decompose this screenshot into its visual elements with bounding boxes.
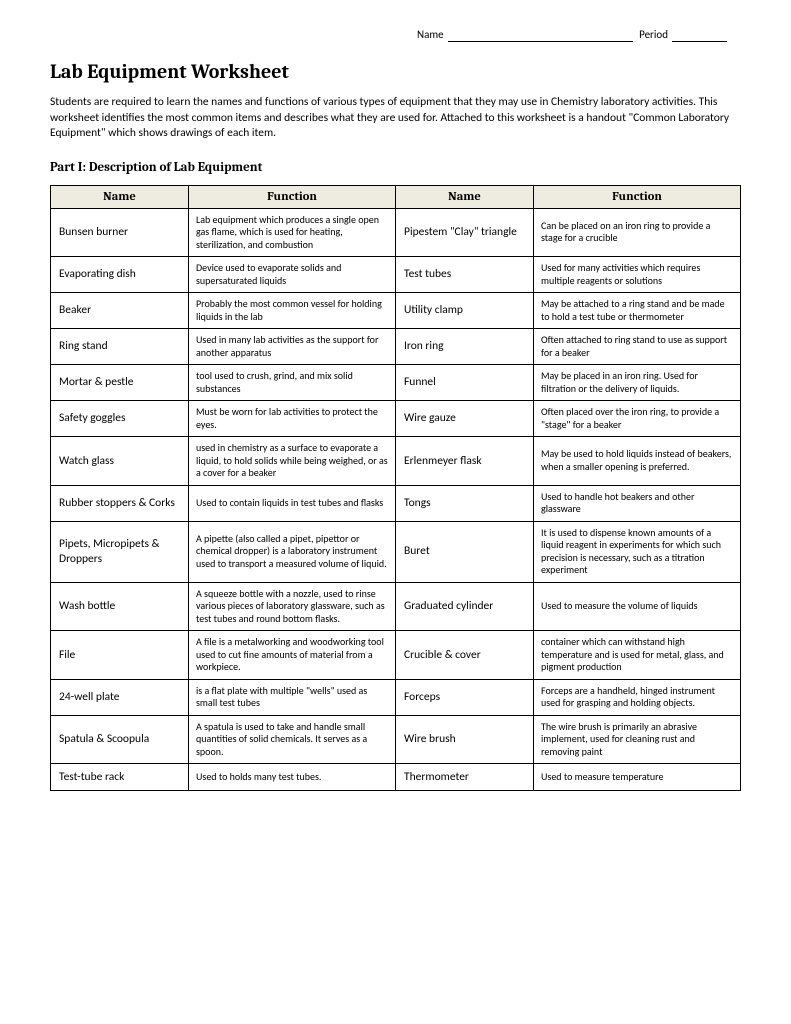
equipment-function: used in chemistry as a surface to evapor… (189, 437, 396, 486)
equipment-name: Buret (396, 521, 534, 582)
equipment-name: Utility clamp (396, 293, 534, 329)
equipment-function: Used to handle hot beakers and other gla… (534, 485, 741, 521)
equipment-function: May be placed in an iron ring. Used for … (534, 365, 741, 401)
equipment-name: Evaporating dish (51, 257, 189, 293)
equipment-function: Often placed over the iron ring, to prov… (534, 401, 741, 437)
equipment-function: Used to measure temperature (534, 764, 741, 791)
equipment-function: May be attached to a ring stand and be m… (534, 293, 741, 329)
equipment-function: Used to measure the volume of liquids (534, 582, 741, 631)
equipment-function: Forceps are a handheld, hinged instrumen… (534, 679, 741, 715)
period-blank (672, 28, 727, 42)
equipment-name: Pipets, Micropipets & Droppers (51, 521, 189, 582)
equipment-name: Test-tube rack (51, 764, 189, 791)
equipment-name: Bunsen burner (51, 208, 189, 257)
col-header-name-2: Name (396, 185, 534, 208)
equipment-function: A spatula is used to take and handle sma… (189, 715, 396, 764)
equipment-function: A squeeze bottle with a nozzle, used to … (189, 582, 396, 631)
equipment-name: Iron ring (396, 329, 534, 365)
equipment-name: Crucible & cover (396, 631, 534, 680)
part-title: Part I: Description of Lab Equipment (50, 160, 741, 175)
equipment-name: Spatula & Scoopula (51, 715, 189, 764)
table-row: Mortar & pestletool used to crush, grind… (51, 365, 741, 401)
equipment-function: It is used to dispense known amounts of … (534, 521, 741, 582)
equipment-name: Graduated cylinder (396, 582, 534, 631)
equipment-function: Used to holds many test tubes. (189, 764, 396, 791)
equipment-function: The wire brush is primarily an abrasive … (534, 715, 741, 764)
name-label: Name (417, 28, 444, 41)
equipment-function: Often attached to ring stand to use as s… (534, 329, 741, 365)
equipment-function: Can be placed on an iron ring to provide… (534, 208, 741, 257)
table-row: Evaporating dishDevice used to evaporate… (51, 257, 741, 293)
table-row: FileA file is a metalworking and woodwor… (51, 631, 741, 680)
equipment-name: 24-well plate (51, 679, 189, 715)
table-row: Safety gogglesMust be worn for lab activ… (51, 401, 741, 437)
equipment-function: Lab equipment which produces a single op… (189, 208, 396, 257)
equipment-function: A pipette (also called a pipet, pipettor… (189, 521, 396, 582)
table-row: Bunsen burnerLab equipment which produce… (51, 208, 741, 257)
equipment-name: Wash bottle (51, 582, 189, 631)
equipment-name: Funnel (396, 365, 534, 401)
table-row: Test-tube rackUsed to holds many test tu… (51, 764, 741, 791)
equipment-function: is a flat plate with multiple "wells" us… (189, 679, 396, 715)
table-row: Rubber stoppers & CorksUsed to contain l… (51, 485, 741, 521)
equipment-name: Safety goggles (51, 401, 189, 437)
equipment-function: May be used to hold liquids instead of b… (534, 437, 741, 486)
name-blank (448, 28, 633, 42)
equipment-name: Rubber stoppers & Corks (51, 485, 189, 521)
table-row: 24-well plateis a flat plate with multip… (51, 679, 741, 715)
table-row: Ring standUsed in many lab activities as… (51, 329, 741, 365)
table-row: Spatula & ScoopulaA spatula is used to t… (51, 715, 741, 764)
equipment-function: Used in many lab activities as the suppo… (189, 329, 396, 365)
equipment-name: Erlenmeyer flask (396, 437, 534, 486)
equipment-name: Thermometer (396, 764, 534, 791)
equipment-name: Ring stand (51, 329, 189, 365)
equipment-function: Device used to evaporate solids and supe… (189, 257, 396, 293)
equipment-name: Beaker (51, 293, 189, 329)
page-title: Lab Equipment Worksheet (50, 60, 741, 83)
table-row: Wash bottleA squeeze bottle with a nozzl… (51, 582, 741, 631)
table-row: BeakerProbably the most common vessel fo… (51, 293, 741, 329)
equipment-name: Wire brush (396, 715, 534, 764)
intro-paragraph: Students are required to learn the names… (50, 95, 741, 142)
period-label: Period (639, 28, 668, 41)
table-row: Pipets, Micropipets & DroppersA pipette … (51, 521, 741, 582)
col-header-function-1: Function (189, 185, 396, 208)
header-line: Name Period (50, 28, 741, 42)
equipment-name: Pipestem "Clay" triangle (396, 208, 534, 257)
equipment-name: Tongs (396, 485, 534, 521)
equipment-function: tool used to crush, grind, and mix solid… (189, 365, 396, 401)
col-header-name-1: Name (51, 185, 189, 208)
equipment-function: container which can withstand high tempe… (534, 631, 741, 680)
equipment-name: Wire gauze (396, 401, 534, 437)
equipment-function: Must be worn for lab activities to prote… (189, 401, 396, 437)
equipment-function: Used for many activities which requires … (534, 257, 741, 293)
equipment-function: Probably the most common vessel for hold… (189, 293, 396, 329)
col-header-function-2: Function (534, 185, 741, 208)
equipment-table: Name Function Name Function Bunsen burne… (50, 185, 741, 792)
table-header-row: Name Function Name Function (51, 185, 741, 208)
equipment-function: Used to contain liquids in test tubes an… (189, 485, 396, 521)
equipment-name: File (51, 631, 189, 680)
table-row: Watch glassused in chemistry as a surfac… (51, 437, 741, 486)
equipment-function: A file is a metalworking and woodworking… (189, 631, 396, 680)
equipment-name: Watch glass (51, 437, 189, 486)
equipment-name: Mortar & pestle (51, 365, 189, 401)
equipment-name: Test tubes (396, 257, 534, 293)
equipment-name: Forceps (396, 679, 534, 715)
